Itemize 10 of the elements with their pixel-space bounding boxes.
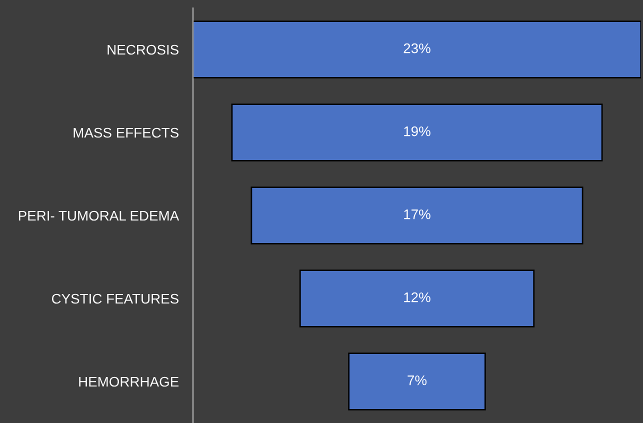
data-label: 23% — [404, 43, 430, 54]
data-label: 17% — [404, 209, 430, 220]
category-label: CYSTIC FEATURES — [52, 294, 178, 304]
data-label: 19% — [404, 126, 430, 136]
category-label: NECROSIS — [108, 44, 178, 55]
category-label: HEMORRHAGE — [79, 376, 179, 387]
category-label: MASS EFFECTS — [74, 128, 178, 138]
data-label: 7% — [408, 375, 427, 386]
data-label: 12% — [404, 292, 430, 302]
category-label: PERI- TUMORAL EDEMA — [18, 210, 180, 221]
